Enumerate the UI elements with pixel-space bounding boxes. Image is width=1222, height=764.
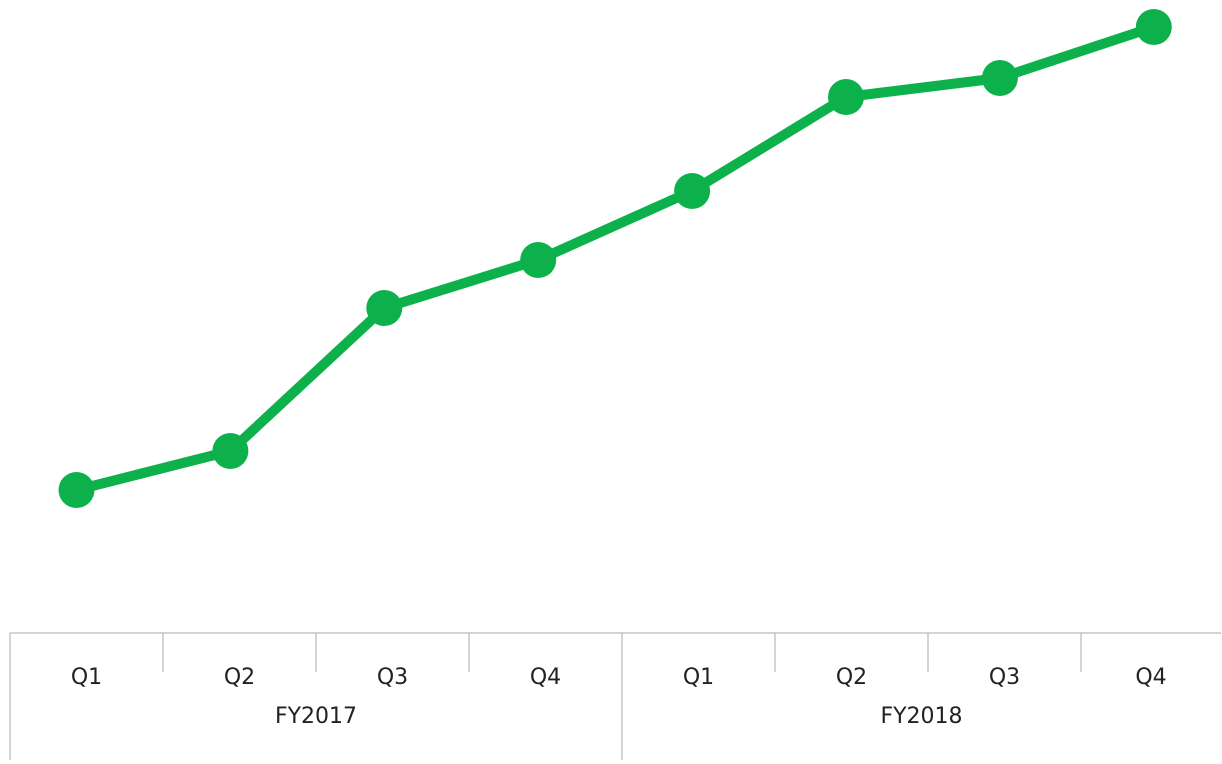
line: [75, 22, 1156, 495]
x-tick-label: Q1: [683, 665, 714, 690]
x-tick-label: Q4: [530, 665, 561, 690]
point: [212, 433, 249, 469]
point: [828, 79, 864, 115]
x-tick-label: Q3: [377, 665, 408, 690]
x-tick-label: Q1: [71, 665, 102, 690]
group-label: FY2017: [275, 704, 357, 729]
point: [674, 173, 711, 209]
x-tick-label: Q4: [1135, 665, 1166, 690]
x-tick-label: Q2: [836, 665, 867, 690]
x-tick-label: Q3: [989, 665, 1020, 690]
point: [1135, 9, 1172, 45]
group-label: FY2018: [880, 704, 962, 729]
point: [520, 242, 557, 278]
point: [58, 472, 95, 508]
point: [366, 290, 403, 326]
x-tick-label: Q2: [224, 665, 255, 690]
point: [981, 60, 1018, 96]
